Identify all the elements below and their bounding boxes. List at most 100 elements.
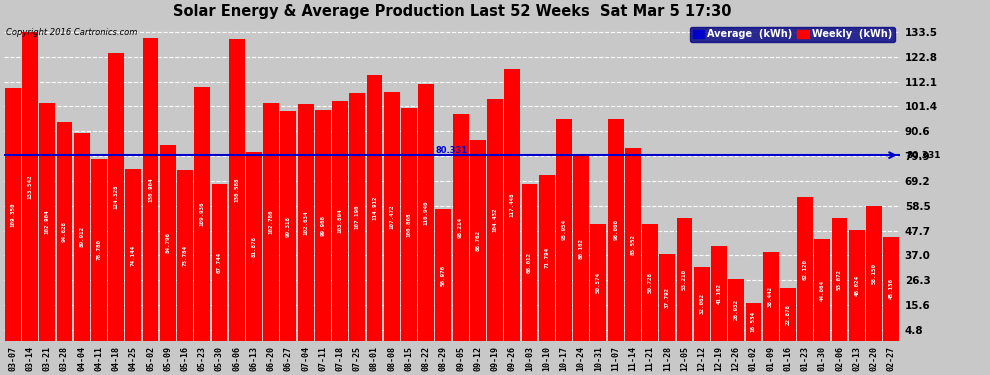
Text: 114.912: 114.912 [372,196,377,220]
Bar [159,145,175,341]
Text: 130.588: 130.588 [235,178,240,202]
Bar [711,246,727,341]
Text: 56.976: 56.976 [441,265,446,286]
Text: 99.318: 99.318 [286,216,291,237]
Text: 50.574: 50.574 [596,272,601,293]
Bar [280,111,296,341]
Text: 37.792: 37.792 [665,287,670,308]
Bar [22,32,38,341]
Text: 109.936: 109.936 [200,201,205,226]
Bar [659,254,675,341]
Bar [608,119,624,341]
Text: 81.878: 81.878 [251,236,256,257]
Text: 99.968: 99.968 [321,215,326,236]
Text: 44.064: 44.064 [820,279,825,300]
Text: 102.634: 102.634 [303,210,308,234]
Text: 41.102: 41.102 [717,283,722,304]
Text: 95.954: 95.954 [561,219,566,240]
Bar [625,148,641,341]
Text: 80.331: 80.331 [907,151,941,160]
Text: 80.102: 80.102 [579,238,584,259]
Bar [401,108,417,341]
Bar [832,218,847,341]
Bar [522,184,538,341]
Text: 109.350: 109.350 [10,202,15,227]
Bar [452,114,468,341]
Text: 48.024: 48.024 [854,275,859,296]
Text: 73.784: 73.784 [182,245,187,266]
Text: 104.432: 104.432 [493,208,498,232]
Text: 130.904: 130.904 [148,177,153,202]
Text: 53.072: 53.072 [838,269,842,290]
Text: 110.940: 110.940 [424,200,429,225]
Bar [315,110,331,341]
Bar [848,230,864,341]
Text: 96.000: 96.000 [613,219,618,240]
Bar [5,88,21,341]
Bar [263,103,279,341]
Bar [590,224,606,341]
Bar [298,104,314,341]
Text: Copyright 2016 Cartronics.com: Copyright 2016 Cartronics.com [6,28,138,37]
Text: 80.331: 80.331 [436,146,468,155]
Bar [436,209,451,341]
Text: 68.012: 68.012 [527,252,532,273]
Text: 78.780: 78.780 [96,239,101,260]
Legend: Average  (kWh), Weekly  (kWh): Average (kWh), Weekly (kWh) [690,27,895,42]
Bar [56,122,72,341]
Bar [73,133,90,341]
Bar [194,87,210,341]
Text: 22.878: 22.878 [785,304,790,325]
Text: 103.894: 103.894 [338,209,343,233]
Bar [504,69,520,341]
Text: 67.744: 67.744 [217,252,222,273]
Bar [729,279,744,341]
Text: 102.904: 102.904 [45,210,50,234]
Text: 26.932: 26.932 [734,299,739,320]
Text: 71.794: 71.794 [544,248,549,268]
Text: 124.328: 124.328 [114,185,119,209]
Text: 100.808: 100.808 [407,212,412,237]
Text: 32.062: 32.062 [699,293,704,314]
Text: 45.136: 45.136 [889,278,894,299]
Bar [126,170,142,341]
Bar [762,252,778,341]
Text: 117.448: 117.448 [510,193,515,217]
Bar [143,38,158,341]
Bar [676,218,692,341]
Text: 58.150: 58.150 [871,263,876,284]
Bar [177,170,193,341]
Bar [815,239,831,341]
Bar [229,39,245,341]
Text: 74.144: 74.144 [131,245,136,266]
Text: 83.552: 83.552 [631,234,636,255]
Bar [366,75,382,341]
Bar [332,100,347,341]
Bar [539,175,554,341]
Bar [643,224,658,341]
Text: 53.210: 53.210 [682,269,687,290]
Bar [40,103,55,341]
Text: 38.442: 38.442 [768,286,773,307]
Bar [780,288,796,341]
Bar [470,140,486,341]
Bar [866,207,882,341]
Text: 133.542: 133.542 [28,174,33,199]
Bar [246,152,261,341]
Bar [883,237,899,341]
Text: 89.912: 89.912 [79,226,84,248]
Text: 107.472: 107.472 [389,204,394,229]
Bar [349,93,365,341]
Bar [212,184,228,341]
Bar [556,119,572,341]
Bar [694,267,710,341]
Bar [418,84,434,341]
Bar [91,159,107,341]
Text: 50.728: 50.728 [647,272,652,293]
Bar [573,156,589,341]
Bar [384,92,400,341]
Text: 16.534: 16.534 [751,311,756,332]
Text: 102.786: 102.786 [268,210,273,234]
Text: 98.214: 98.214 [458,217,463,238]
Bar [745,303,761,341]
